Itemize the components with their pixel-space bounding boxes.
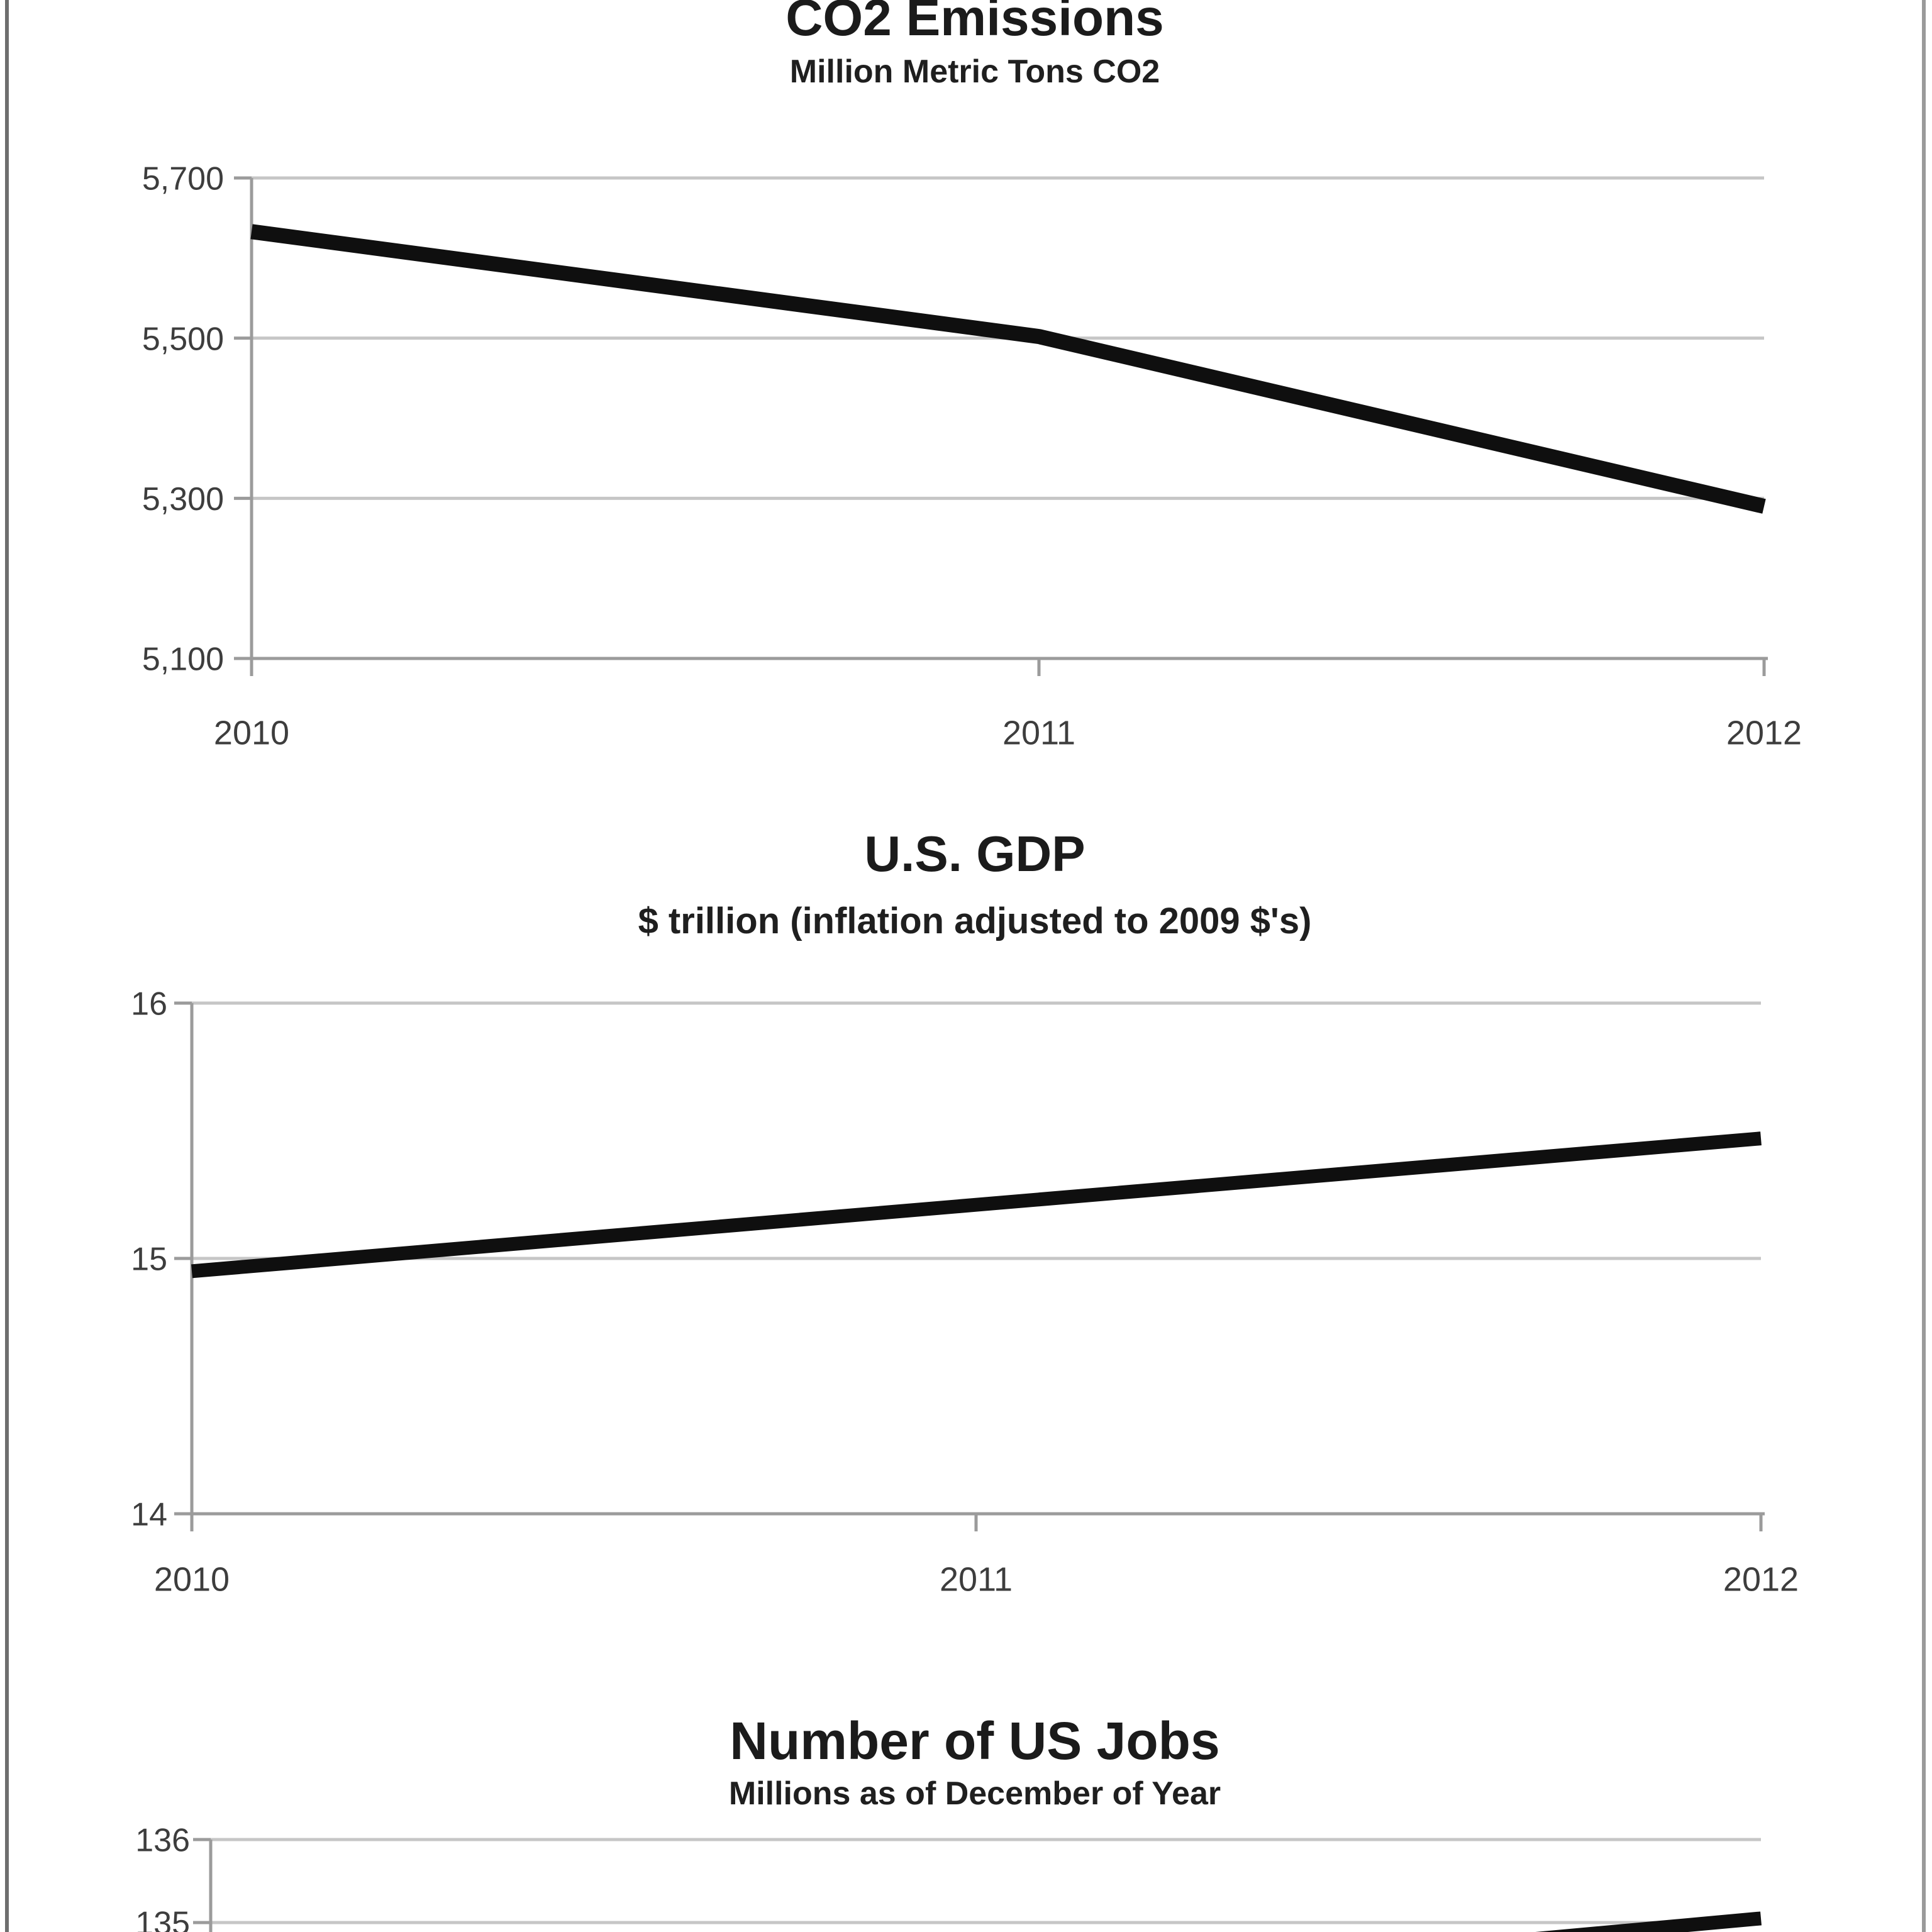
y-tick-label: 5,300: [142, 481, 224, 518]
y-tick-label: 135: [135, 1906, 190, 1932]
y-tick-label: 14: [131, 1497, 167, 1533]
y-tick-label: 5,100: [142, 641, 224, 678]
gdp-chart-subtitle: $ trillion (inflation adjusted to 2009 $…: [638, 901, 1312, 941]
co2-chart-subtitle: Million Metric Tons CO2: [789, 53, 1160, 90]
x-tick-label: 2010: [214, 714, 289, 752]
x-tick-label: 2011: [1002, 714, 1075, 752]
y-tick-label: 5,700: [142, 161, 224, 197]
y-tick-label: 16: [131, 986, 167, 1023]
x-tick-label: 2011: [940, 1560, 1013, 1598]
co2-chart-title: CO2 Emissions: [786, 0, 1164, 47]
jobs-chart-subtitle: Millions as of December of Year: [728, 1775, 1221, 1812]
y-tick-label: 5,500: [142, 321, 224, 357]
gdp-chart-title: U.S. GDP: [864, 826, 1085, 882]
jobs-chart-title: Number of US Jobs: [730, 1711, 1220, 1770]
y-tick-label: 136: [135, 1823, 190, 1859]
data-line-u-s-gdp: [191, 1131, 1762, 1279]
data-line-us-jobs: [1535, 1911, 1762, 1932]
page-left-border: [5, 0, 9, 1932]
x-tick-label: 2012: [1723, 1560, 1799, 1598]
x-tick-label: 2010: [154, 1560, 230, 1598]
data-line-co2-emissions: [250, 224, 1766, 514]
page-right-border: [1922, 0, 1926, 1932]
y-tick-label: 15: [131, 1241, 167, 1278]
x-tick-label: 2012: [1726, 714, 1802, 752]
